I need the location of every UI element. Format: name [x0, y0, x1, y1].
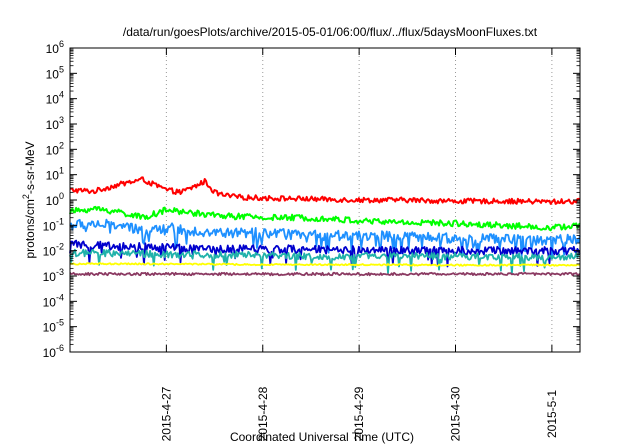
- y-tick-label: 10-4: [43, 292, 64, 309]
- y-tick-label: 100: [46, 191, 64, 208]
- y-tick-label: 106: [46, 39, 64, 56]
- chart-title: /data/run/goesPlots/archive/2015-05-01/0…: [123, 25, 538, 39]
- y-tick-label: 10-5: [43, 318, 64, 335]
- y-tick-label: 10-1: [43, 216, 64, 233]
- series-line: [69, 205, 581, 232]
- y-tick-label: 104: [46, 90, 64, 107]
- series-line: [69, 271, 581, 277]
- y-tick-labels: 10-6 10-5 10-4 10-3 10-2 10-1 100 101 102 103 104 1…: [43, 39, 64, 360]
- axis-ticks: [70, 47, 580, 353]
- y-tick-label: 105: [46, 64, 64, 81]
- y-tick-label: 10-2: [43, 242, 64, 259]
- x-tick-label: 2015-5-1: [545, 390, 559, 438]
- series-line: [69, 218, 581, 259]
- x-tick-label: 2015-4-30: [449, 386, 463, 441]
- y-axis-label: protons/cm2-s-sr-MeV: [21, 141, 37, 258]
- x-tick-label: 2015-4-29: [352, 386, 366, 441]
- data-series: [69, 176, 581, 277]
- y-axis-label-prefix: protons/cm: [23, 199, 37, 258]
- series-line: [69, 239, 581, 268]
- series-line: [69, 262, 580, 267]
- y-tick-label: 103: [46, 115, 64, 132]
- y-axis-label-suffix: -s-sr-MeV: [23, 141, 37, 194]
- x-axis-label: Coordinated Universal Time (UTC): [230, 430, 414, 444]
- y-tick-label: 101: [46, 166, 64, 183]
- y-axis-label-sup: 2: [21, 194, 31, 199]
- series-line: [69, 176, 580, 205]
- y-tick-label: 10-6: [43, 343, 64, 360]
- x-tick-label: 2015-4-28: [256, 386, 270, 441]
- series-line: [69, 248, 581, 275]
- y-tick-label: 102: [46, 140, 64, 157]
- x-tick-label: 2015-4-27: [159, 386, 173, 441]
- y-tick-label: 10-3: [43, 267, 64, 284]
- x-tick-labels: 2015-4-27 2015-4-28 2015-4-29 2015-4-30 2015…: [159, 386, 559, 441]
